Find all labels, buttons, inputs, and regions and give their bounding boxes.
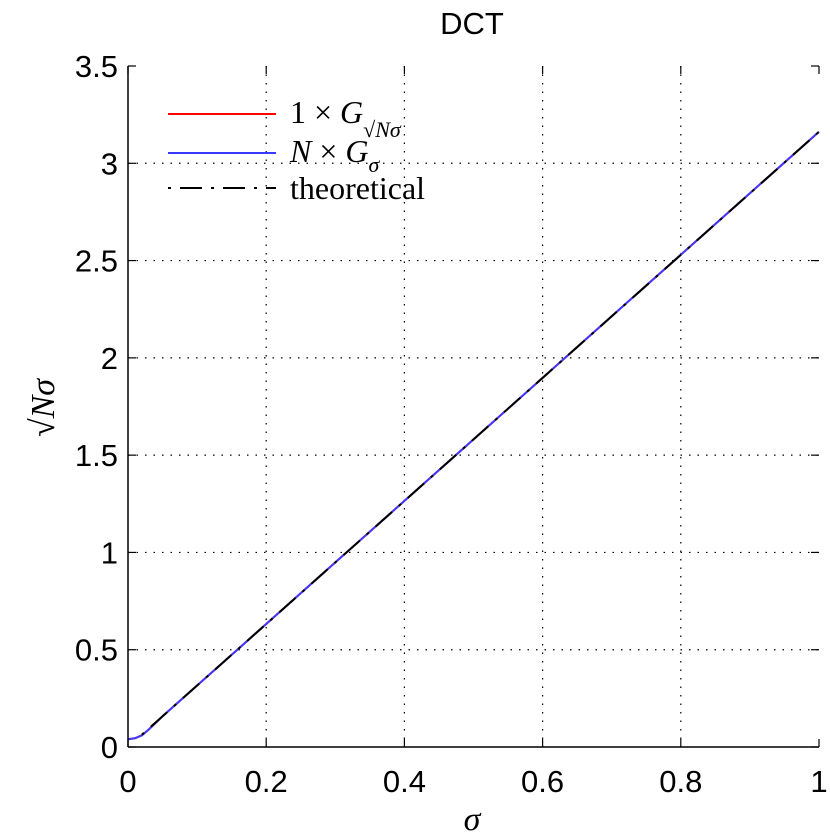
series-lines (127, 131, 820, 741)
tick-labels: 0 0.2 0.4 0.6 0.8 1 0 0.5 1 1.5 2 2.5 3 3.5 (75, 49, 828, 799)
series-line-3 (141, 131, 820, 736)
y-tick-label: 0 (101, 730, 118, 765)
y-tick-label: 2 (101, 341, 118, 376)
legend: 1 × G√Nσ N × Gσ theoretical (168, 94, 425, 206)
y-axis-label-text: √Nσ (25, 378, 62, 437)
x-tick-label: 0.6 (521, 764, 564, 799)
x-tick-label: 1 (810, 764, 827, 799)
grid-lines (128, 66, 819, 747)
axes (127, 65, 820, 748)
x-tick-label: 0.8 (659, 764, 702, 799)
y-tick-label: 1 (101, 535, 118, 570)
x-tick-label: 0.2 (245, 764, 288, 799)
legend-label-1-subscript: √Nσ (363, 117, 402, 142)
legend-label-2: N × Gσ (289, 133, 381, 177)
chart-title: DCT (440, 6, 504, 41)
y-tick-label: 3.5 (75, 49, 118, 84)
y-tick-label: 3 (101, 146, 118, 181)
x-tick-label: 0.4 (383, 764, 426, 799)
y-tick-label: 0.5 (75, 633, 118, 668)
y-tick-label: 2.5 (75, 244, 118, 279)
legend-label-3: theoretical (290, 170, 425, 206)
y-tick-label: 1.5 (75, 438, 118, 473)
y-axis-label: √Nσ (25, 378, 62, 437)
series-line-2 (127, 131, 820, 741)
x-tick-label: 0 (119, 764, 136, 799)
x-axis-label: σ (464, 801, 482, 834)
legend-label-1: 1 × G√Nσ (290, 94, 402, 142)
